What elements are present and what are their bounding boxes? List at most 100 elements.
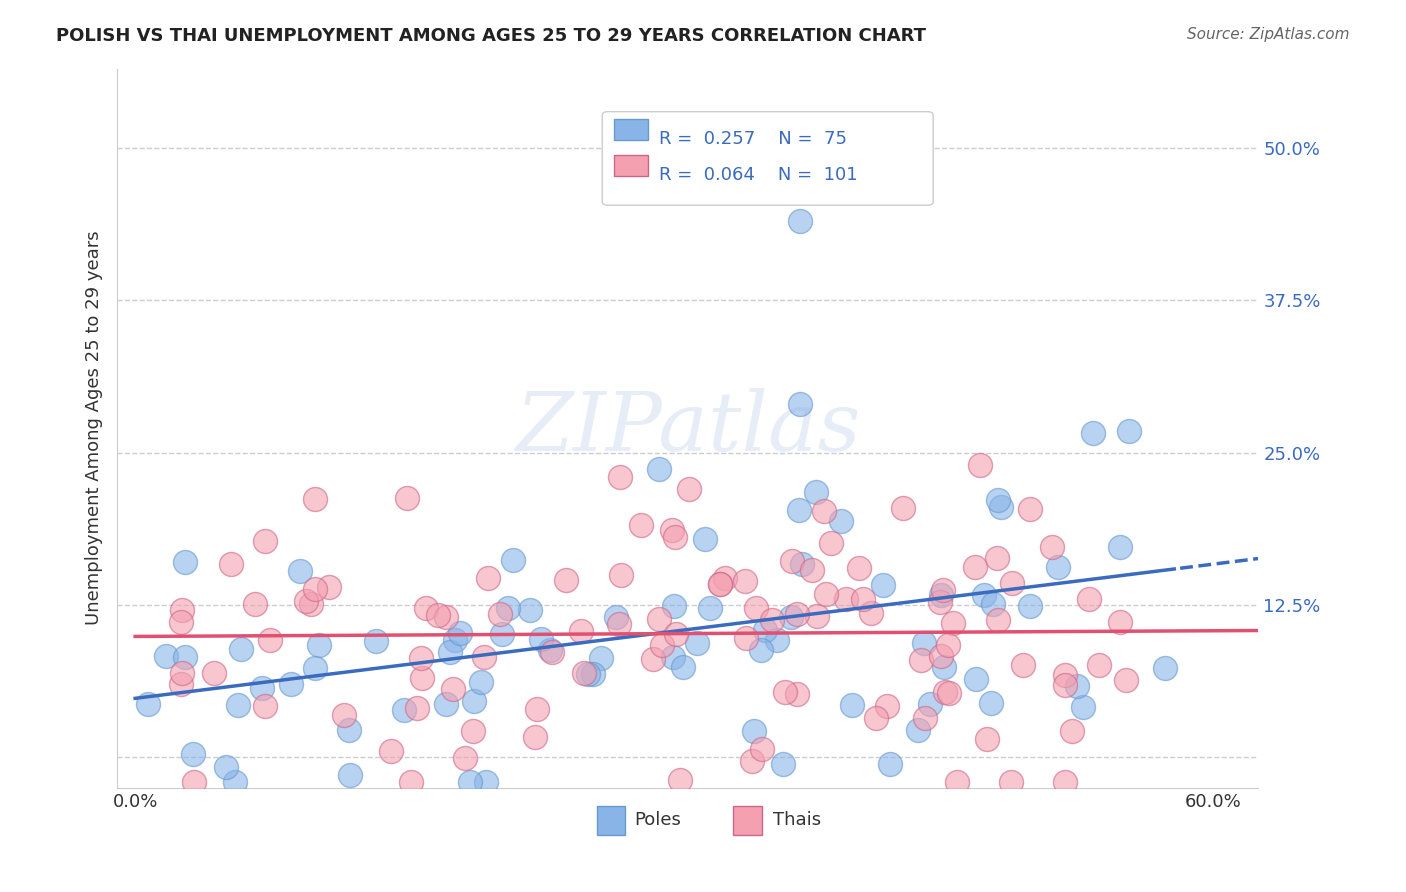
Text: R =  0.064    N =  101: R = 0.064 N = 101	[659, 166, 858, 184]
Point	[1115, 673, 1137, 688]
Point	[415, 600, 437, 615]
Point	[912, 636, 935, 650]
Point	[775, 685, 797, 699]
Point	[709, 576, 731, 591]
Point	[1019, 501, 1042, 516]
Point	[929, 588, 952, 602]
Point	[751, 643, 773, 657]
Point	[226, 698, 249, 713]
Point	[734, 574, 756, 588]
Point	[630, 518, 652, 533]
Point	[987, 613, 1010, 627]
Point	[641, 651, 664, 665]
Point	[664, 530, 686, 544]
Point	[693, 532, 716, 546]
Point	[806, 609, 828, 624]
Point	[304, 582, 326, 596]
Point	[929, 595, 952, 609]
Point	[555, 573, 578, 587]
Point	[987, 493, 1010, 508]
Point	[754, 623, 776, 637]
Point	[526, 702, 548, 716]
Point	[665, 627, 688, 641]
Point	[789, 214, 811, 228]
Point	[678, 483, 700, 497]
Point	[405, 701, 427, 715]
Point	[685, 635, 707, 649]
Point	[914, 711, 936, 725]
Point	[304, 491, 326, 506]
Point	[280, 677, 302, 691]
Point	[876, 698, 898, 713]
Point	[1118, 424, 1140, 438]
Point	[859, 606, 882, 620]
Point	[1109, 540, 1132, 554]
Point	[472, 650, 495, 665]
Point	[254, 699, 277, 714]
Point	[434, 609, 457, 624]
Point	[475, 774, 498, 789]
Point	[470, 675, 492, 690]
Point	[589, 651, 612, 665]
Point	[1071, 699, 1094, 714]
Point	[1012, 658, 1035, 673]
Point	[181, 747, 204, 761]
Point	[734, 632, 756, 646]
Point	[761, 613, 783, 627]
Point	[1046, 559, 1069, 574]
Point	[814, 587, 837, 601]
Point	[582, 666, 605, 681]
Point	[648, 612, 671, 626]
Point	[245, 597, 267, 611]
Point	[172, 603, 194, 617]
Point	[463, 694, 485, 708]
Y-axis label: Unemployment Among Ages 25 to 29 years: Unemployment Among Ages 25 to 29 years	[86, 231, 103, 625]
Point	[934, 685, 956, 699]
Point	[981, 597, 1004, 611]
Point	[648, 461, 671, 475]
Point	[789, 397, 811, 411]
Point	[963, 560, 986, 574]
Point	[891, 500, 914, 515]
Point	[489, 607, 512, 622]
Point	[609, 567, 631, 582]
Point	[337, 723, 360, 737]
Point	[229, 641, 252, 656]
Point	[772, 757, 794, 772]
Point	[259, 633, 281, 648]
Point	[852, 591, 875, 606]
Point	[576, 666, 599, 681]
Point	[170, 677, 193, 691]
Point	[1060, 723, 1083, 738]
FancyBboxPatch shape	[613, 119, 648, 140]
Point	[709, 576, 731, 591]
Point	[333, 708, 356, 723]
Point	[699, 601, 721, 615]
Point	[572, 665, 595, 680]
Point	[990, 500, 1012, 514]
Point	[299, 597, 322, 611]
Point	[136, 698, 159, 712]
Point	[1053, 677, 1076, 691]
Point	[986, 551, 1008, 566]
Point	[1054, 774, 1077, 789]
Point	[173, 650, 195, 665]
Text: ZIPatlas: ZIPatlas	[515, 388, 860, 468]
Text: Poles: Poles	[634, 811, 681, 830]
Point	[294, 594, 316, 608]
Point	[290, 564, 312, 578]
Point	[224, 774, 246, 789]
Point	[441, 682, 464, 697]
Point	[651, 638, 673, 652]
Point	[786, 687, 808, 701]
Point	[155, 649, 177, 664]
Point	[907, 723, 929, 737]
Point	[253, 533, 276, 548]
Point	[848, 561, 870, 575]
Point	[170, 615, 193, 630]
Point	[219, 558, 242, 572]
Point	[411, 671, 433, 685]
Point	[491, 627, 513, 641]
Point	[183, 774, 205, 789]
Point	[820, 535, 842, 549]
